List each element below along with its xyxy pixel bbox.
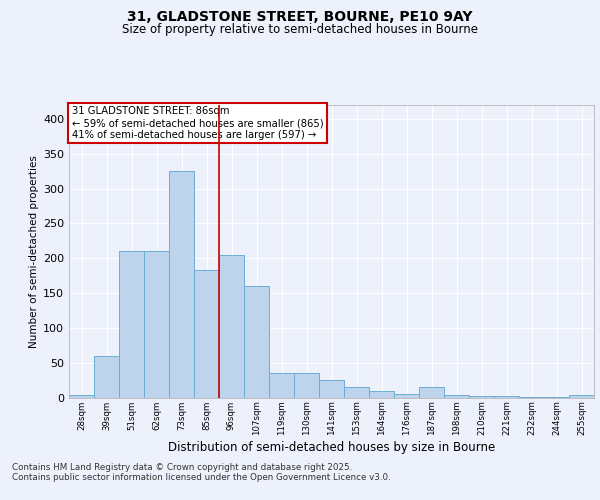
Bar	[369, 390, 394, 398]
Bar	[394, 394, 419, 398]
Bar	[94, 356, 119, 398]
Bar	[519, 397, 544, 398]
Bar	[219, 254, 244, 398]
Bar	[569, 394, 594, 398]
Text: 31 GLADSTONE STREET: 86sqm
← 59% of semi-detached houses are smaller (865)
41% o: 31 GLADSTONE STREET: 86sqm ← 59% of semi…	[71, 106, 323, 140]
Bar	[119, 251, 144, 398]
Bar	[244, 286, 269, 398]
Bar	[194, 270, 219, 398]
Bar	[269, 373, 294, 398]
Bar	[544, 397, 569, 398]
Bar	[144, 251, 169, 398]
Text: Size of property relative to semi-detached houses in Bourne: Size of property relative to semi-detach…	[122, 22, 478, 36]
Bar	[494, 396, 519, 398]
Bar	[419, 387, 444, 398]
Bar	[444, 396, 469, 398]
Bar	[319, 380, 344, 398]
Bar	[169, 171, 194, 398]
Bar	[294, 373, 319, 398]
Bar	[469, 396, 494, 398]
Y-axis label: Number of semi-detached properties: Number of semi-detached properties	[29, 155, 39, 348]
Bar	[344, 387, 369, 398]
X-axis label: Distribution of semi-detached houses by size in Bourne: Distribution of semi-detached houses by …	[168, 440, 495, 454]
Text: Contains HM Land Registry data © Crown copyright and database right 2025.
Contai: Contains HM Land Registry data © Crown c…	[12, 462, 391, 482]
Bar	[69, 396, 94, 398]
Text: 31, GLADSTONE STREET, BOURNE, PE10 9AY: 31, GLADSTONE STREET, BOURNE, PE10 9AY	[127, 10, 473, 24]
